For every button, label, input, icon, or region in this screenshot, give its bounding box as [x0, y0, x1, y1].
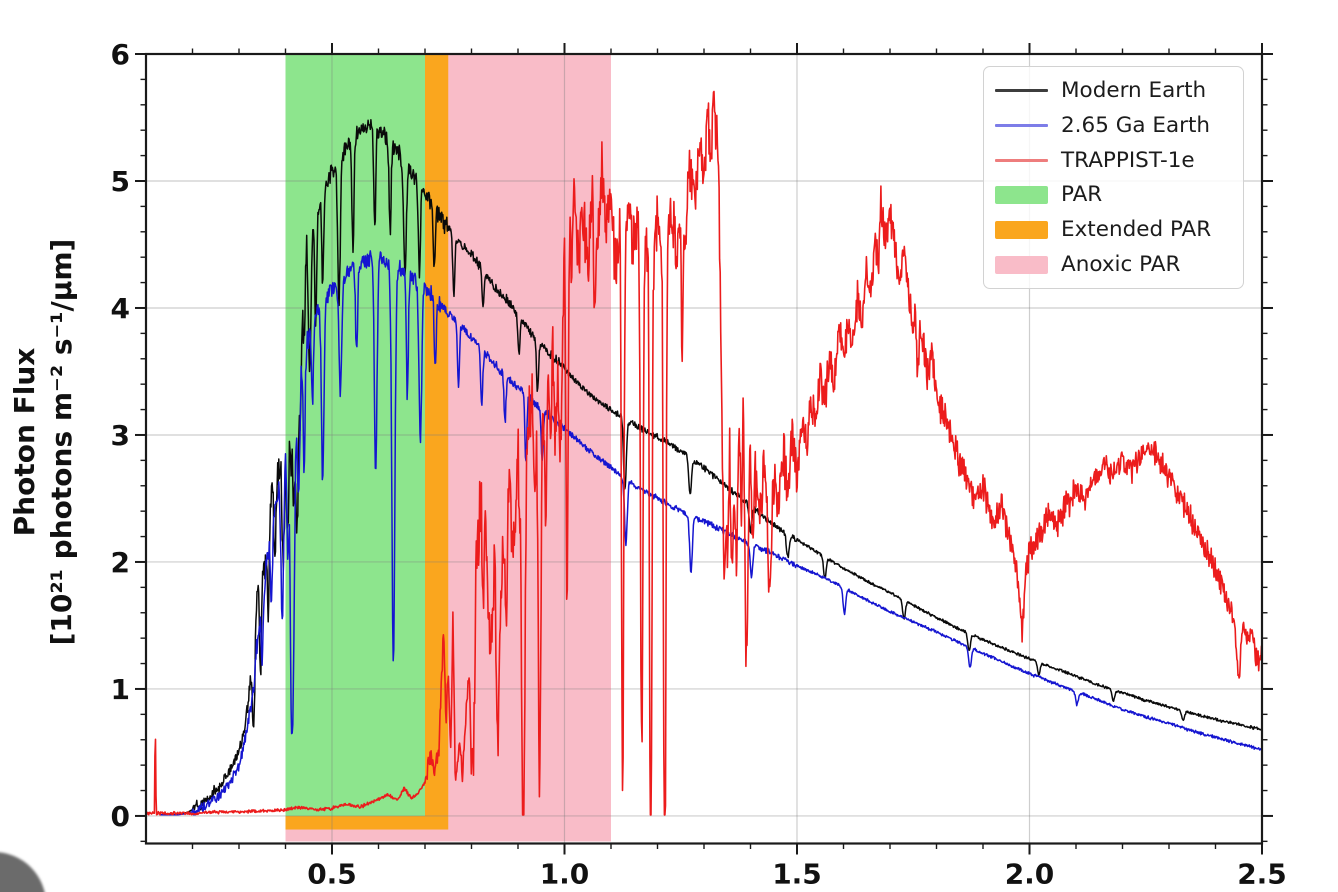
patch-sample-icon — [995, 185, 1048, 204]
x-tick-label: 1.0 — [540, 858, 590, 891]
y-tick-label: 6 — [111, 38, 130, 71]
legend-item-extended-par: Extended PAR — [995, 212, 1233, 247]
legend-item-trappist-1e: TRAPPIST-1e — [995, 143, 1233, 178]
y-tick-label: 2 — [111, 546, 130, 579]
legend-item-265ga-earth: 2.65 Ga Earth — [995, 108, 1233, 143]
legend-label: PAR — [1061, 182, 1103, 208]
y-tick-label: 4 — [111, 292, 130, 325]
legend-label: TRAPPIST-1e — [1061, 147, 1195, 173]
patch-sample-icon — [995, 255, 1048, 274]
y-tick-label: 1 — [111, 673, 130, 706]
legend: Modern Earth 2.65 Ga Earth TRAPPIST-1e P… — [983, 66, 1244, 289]
series-modern-earth — [159, 118, 1262, 816]
patch-sample-icon — [995, 220, 1048, 239]
line-sample-icon — [995, 88, 1048, 92]
x-tick-label: 1.5 — [772, 858, 822, 891]
y-tick-label: 3 — [111, 419, 130, 452]
x-tick-label: 0.5 — [307, 858, 357, 891]
legend-item-anoxic-par: Anoxic PAR — [995, 247, 1233, 282]
legend-item-par: PAR — [995, 177, 1233, 212]
y-tick-label: 0 — [111, 800, 130, 833]
legend-item-modern-earth: Modern Earth — [995, 73, 1233, 108]
legend-label: 2.65 Ga Earth — [1061, 112, 1211, 138]
line-sample-icon — [995, 123, 1048, 127]
series-2-65-ga-earth — [159, 250, 1262, 816]
legend-label: Anoxic PAR — [1061, 252, 1181, 278]
series-trappist-1e — [146, 90, 1262, 816]
x-tick-label: 2.5 — [1237, 858, 1287, 891]
legend-label: Modern Earth — [1061, 77, 1207, 103]
x-tick-label: 2.0 — [1005, 858, 1055, 891]
line-sample-icon — [995, 158, 1048, 162]
legend-label: Extended PAR — [1061, 217, 1212, 243]
y-tick-label: 5 — [111, 165, 130, 198]
